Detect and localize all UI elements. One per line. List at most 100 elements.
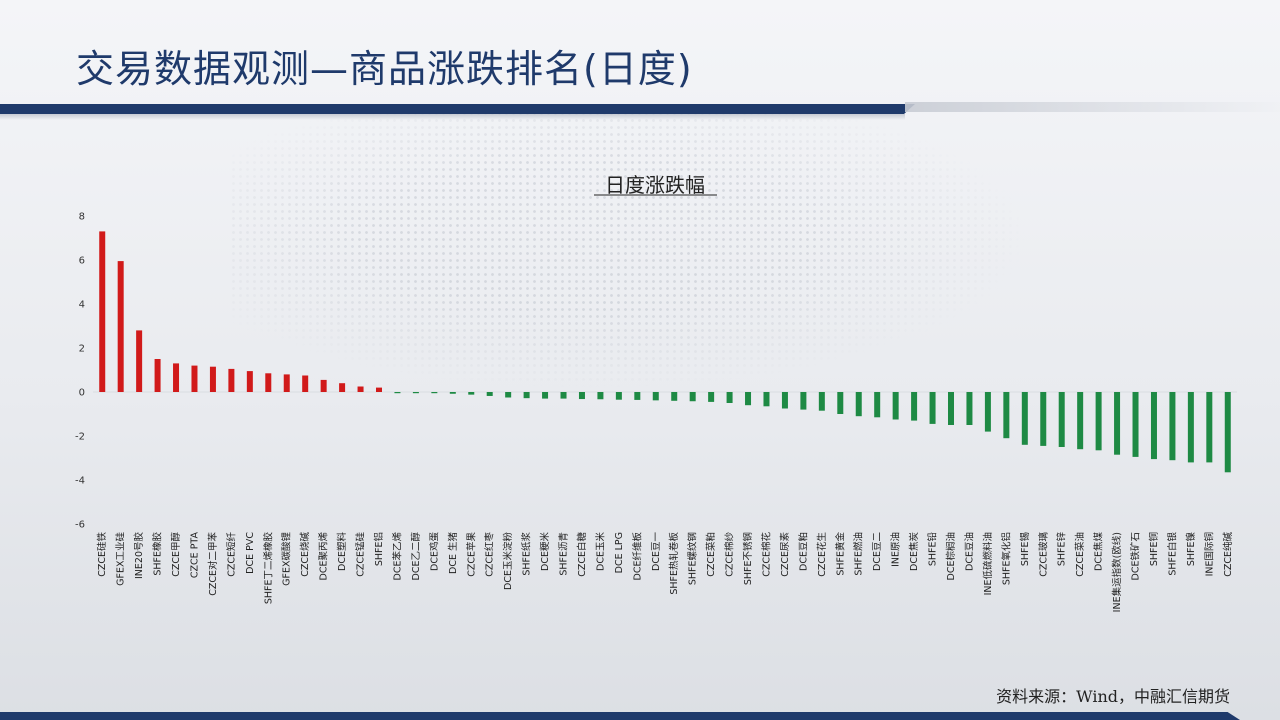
bar xyxy=(357,386,364,392)
x-tick-label: CZCE棉花 xyxy=(760,532,772,577)
bar xyxy=(246,371,253,392)
bar xyxy=(1114,392,1121,455)
x-tick-label: SHFE黄金 xyxy=(834,532,846,576)
bar xyxy=(892,392,899,420)
bar xyxy=(191,365,198,392)
x-tick-label: DCE玉米 xyxy=(594,532,606,571)
bar xyxy=(984,392,991,432)
bar xyxy=(136,330,143,392)
y-tick-label: 4 xyxy=(79,300,85,311)
bar xyxy=(505,392,512,398)
x-tick-label: SHFE橡胶 xyxy=(152,532,164,576)
x-tick-label: SHFE铝 xyxy=(373,532,385,566)
x-tick-label: SHFE氧化铝 xyxy=(1000,532,1012,585)
x-tick-label: CZCE菜粕 xyxy=(705,532,717,577)
x-tick-label: INE低硫燃料油 xyxy=(982,532,994,595)
x-tick-label: DCE豆粕 xyxy=(797,532,809,571)
title-right-band xyxy=(905,102,1280,112)
x-tick-label: SHFE锌 xyxy=(1056,532,1068,567)
x-tick-label: CZCE尿素 xyxy=(779,532,791,577)
x-tick-label: SHFE铅 xyxy=(927,532,939,567)
bar xyxy=(283,374,290,392)
bar xyxy=(948,392,954,425)
bar xyxy=(689,392,696,402)
bar xyxy=(1150,392,1157,460)
bar xyxy=(265,373,272,392)
bar xyxy=(1224,392,1231,473)
bar xyxy=(99,231,106,392)
title-underline-band xyxy=(0,104,915,114)
x-tick-label: SHFE热轧卷板 xyxy=(668,532,680,595)
x-tick-label: INE国际铜 xyxy=(1203,532,1215,576)
x-tick-label: INE集运指数(欧线) xyxy=(1111,532,1123,612)
bar xyxy=(874,392,881,418)
x-tick-label: DCE乙二醇 xyxy=(410,532,422,581)
bar xyxy=(911,392,918,421)
x-tick-label: CZCE硅铁 xyxy=(96,532,108,577)
x-tick-label: INE原油 xyxy=(890,532,902,567)
x-tick-label: DCE PVC xyxy=(245,532,256,574)
bar xyxy=(394,392,401,394)
x-tick-label: DCE玉米淀粉 xyxy=(502,532,514,590)
bar xyxy=(671,392,678,401)
x-tick-label: DCE豆一 xyxy=(651,532,662,571)
x-tick-label: CZCE玻璃 xyxy=(1037,532,1049,577)
bar xyxy=(173,363,180,392)
bar xyxy=(1169,392,1176,461)
x-tick-label: INE20号胶 xyxy=(133,532,145,579)
y-tick-label: 2 xyxy=(79,344,85,355)
x-tick-label: SHFE燃油 xyxy=(853,532,865,576)
bar xyxy=(615,392,622,400)
x-tick-label: CZCE棉纱 xyxy=(724,532,736,577)
x-tick-label: DCE塑料 xyxy=(336,532,348,571)
x-tick-label: SHFE沥青 xyxy=(558,532,570,576)
x-tick-label: CZCE PTA xyxy=(189,532,200,579)
bar xyxy=(634,392,641,400)
bar xyxy=(597,392,604,400)
x-tick-label: SHFE螺纹钢 xyxy=(687,532,699,585)
x-tick-label: DCE聚丙烯 xyxy=(318,532,330,581)
x-tick-label: DCE苯乙烯 xyxy=(391,532,403,581)
chart-title: 日度涨跌幅 xyxy=(605,173,705,197)
bar xyxy=(708,392,715,402)
y-tick-label: -2 xyxy=(75,432,85,443)
bar xyxy=(486,392,493,396)
bottom-frame-band xyxy=(0,712,1240,720)
x-tick-label: DCE焦煤 xyxy=(1093,532,1105,571)
x-tick-label: DCE铁矿石 xyxy=(1130,532,1142,580)
x-tick-label: CZCE锰硅 xyxy=(355,532,367,577)
y-tick-label: 6 xyxy=(79,256,85,267)
x-tick-label: CZCE花生 xyxy=(816,532,828,577)
x-tick-label: SHFE镍 xyxy=(1185,532,1197,567)
x-tick-label: DCE焦炭 xyxy=(908,532,920,571)
bar xyxy=(1132,392,1139,457)
x-tick-label: SHFE白银 xyxy=(1166,532,1178,576)
x-tick-label: CZCE菜油 xyxy=(1074,532,1086,577)
bar xyxy=(523,392,530,399)
x-tick-label: CZCE纯碱 xyxy=(1222,532,1234,577)
bar xyxy=(966,392,973,425)
x-tick-label: CZCE短纤 xyxy=(225,532,237,577)
x-tick-label: CZCE白糖 xyxy=(576,532,588,577)
world-map-background xyxy=(230,110,1030,390)
x-tick-label: SHFE丁二烯橡胶 xyxy=(262,532,274,605)
bar xyxy=(855,392,862,417)
bar xyxy=(837,392,844,414)
x-tick-label: CZCE烧碱 xyxy=(299,532,311,577)
bar xyxy=(1021,392,1028,445)
bar xyxy=(763,392,770,407)
bars xyxy=(99,231,1231,473)
page-title: 交易数据观测—商品涨跌排名(日度) xyxy=(76,47,693,91)
x-tick-label: DCE豆二 xyxy=(872,532,883,571)
x-tick-label: DCE 生猪 xyxy=(447,532,459,574)
x-tick-label: DCE粳米 xyxy=(539,532,551,571)
bar xyxy=(320,379,327,392)
x-tick-label: DCE纤维板 xyxy=(631,532,643,581)
bar xyxy=(339,383,346,392)
bar xyxy=(1040,392,1047,446)
bar xyxy=(929,392,936,424)
bar xyxy=(542,392,549,399)
x-tick-label: DCE豆油 xyxy=(963,532,975,571)
bar xyxy=(376,387,382,392)
